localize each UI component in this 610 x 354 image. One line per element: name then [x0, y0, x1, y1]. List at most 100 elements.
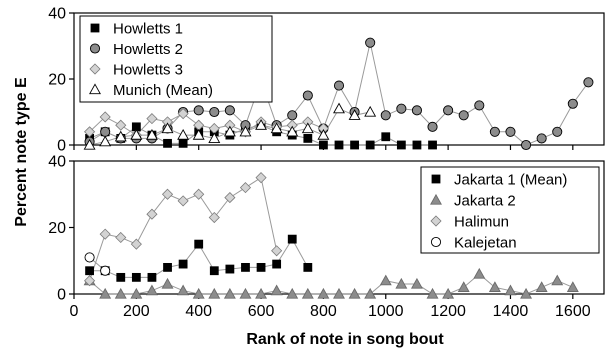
- point-top-3-12: [270, 122, 283, 134]
- y-tick-label-top-0: 0: [57, 138, 66, 155]
- point-top-0-19: [381, 132, 391, 142]
- point-top-1-18: [365, 37, 376, 48]
- point-bottom-2-9: [224, 192, 236, 204]
- point-bottom-0-6: [178, 259, 188, 269]
- point-bottom-1-24: [457, 281, 470, 292]
- point-top-0-20: [396, 140, 406, 150]
- legend-marker-bottom-0: [431, 174, 441, 184]
- point-top-1-30: [552, 126, 563, 137]
- point-top-3-4: [145, 128, 158, 140]
- legend-marker-top-0: [90, 23, 100, 33]
- legend-label-bottom-0: Jakarta 1 (Mean): [454, 172, 567, 189]
- point-bottom-1-9: [223, 287, 236, 299]
- point-bottom-1-2: [114, 287, 127, 299]
- point-top-2-2: [115, 119, 127, 131]
- point-bottom-1-23: [442, 287, 455, 299]
- point-bottom-0-11: [256, 262, 266, 272]
- point-top-1-7: [193, 105, 204, 116]
- point-top-1-14: [302, 90, 313, 101]
- point-bottom-1-3: [130, 287, 143, 299]
- point-bottom-1-12: [270, 284, 283, 296]
- point-top-3-2: [114, 130, 127, 142]
- legend-label-top-1: Howletts 2: [113, 41, 183, 58]
- point-top-1-25: [474, 100, 485, 111]
- point-bottom-1-4: [145, 284, 158, 296]
- point-top-1-13: [287, 110, 298, 121]
- point-top-3-8: [208, 132, 221, 144]
- point-top-2-6: [177, 108, 189, 120]
- point-bottom-1-11: [255, 287, 268, 299]
- legend-marker-bottom-1: [430, 193, 442, 205]
- legend-marker-bottom-3: [430, 236, 442, 248]
- x-tick-label-0: 0: [70, 303, 79, 320]
- series-line-top-2: [89, 113, 324, 136]
- y-tick-label-bottom-2: 40: [48, 154, 66, 171]
- point-top-3-16: [333, 102, 345, 114]
- point-top-0-5: [163, 138, 172, 148]
- point-bottom-2-1: [99, 228, 111, 240]
- point-bottom-2-5: [161, 188, 174, 200]
- legend-box-bottom: [420, 166, 600, 254]
- point-top-3-17: [348, 109, 361, 120]
- point-bottom-2-11: [255, 172, 267, 184]
- point-bottom-1-26: [488, 281, 501, 292]
- point-bottom-2-3: [130, 238, 142, 250]
- point-top-2-1: [99, 111, 111, 123]
- point-top-2-0: [84, 126, 96, 138]
- point-bottom-2-4: [146, 208, 158, 220]
- point-bottom-0-4: [147, 272, 157, 282]
- point-top-1-8: [209, 106, 220, 118]
- legend-marker-bottom-2: [430, 215, 442, 227]
- point-top-3-13: [286, 125, 299, 137]
- point-bottom-1-13: [286, 287, 299, 299]
- point-bottom-2-2: [115, 231, 127, 244]
- point-top-3-0: [83, 138, 96, 150]
- point-bottom-2-10: [239, 182, 252, 194]
- point-bottom-0-5: [163, 262, 172, 272]
- point-top-1-26: [489, 126, 500, 137]
- point-bottom-0-12: [272, 259, 282, 269]
- point-top-3-18: [364, 105, 377, 117]
- legend-marker-top-1: [89, 43, 101, 54]
- point-bottom-1-29: [535, 281, 548, 292]
- point-bottom-2-12: [271, 245, 283, 257]
- series-line-bottom-1: [89, 273, 574, 295]
- legend-marker-top-2: [89, 63, 101, 75]
- x-tick-label-1: 200: [123, 303, 150, 320]
- point-top-2-4: [146, 113, 158, 125]
- point-top-0-15: [319, 140, 328, 150]
- point-bottom-1-14: [301, 287, 314, 299]
- point-bottom-1-21: [410, 277, 423, 289]
- point-top-3-3: [130, 128, 143, 140]
- y-tick-label-top-2: 40: [48, 6, 66, 23]
- point-top-0-14: [303, 133, 313, 143]
- point-bottom-1-30: [551, 274, 564, 286]
- point-bottom-3-1: [100, 265, 111, 276]
- legend-label-bottom-3: Kalejetan: [454, 235, 517, 252]
- point-top-1-29: [536, 133, 547, 144]
- point-bottom-1-20: [395, 277, 408, 289]
- point-bottom-0-0: [85, 266, 94, 276]
- point-bottom-1-25: [473, 267, 486, 279]
- point-top-0-18: [365, 140, 375, 150]
- point-top-0-17: [350, 140, 359, 150]
- point-top-0-21: [412, 140, 422, 150]
- y-axis-label: Percent note type E: [13, 77, 30, 227]
- legend-box-top: [79, 15, 273, 103]
- x-tick-label-8: 1600: [555, 303, 591, 320]
- point-bottom-1-16: [333, 287, 345, 299]
- point-top-1-23: [443, 105, 454, 116]
- point-top-3-6: [177, 128, 190, 140]
- point-bottom-2-0: [84, 275, 96, 287]
- point-top-1-32: [583, 77, 594, 88]
- point-top-3-9: [223, 125, 236, 137]
- point-top-1-20: [396, 103, 407, 114]
- legend-label-bottom-2: Halimun: [454, 214, 509, 231]
- point-top-3-5: [161, 122, 174, 134]
- point-top-0-16: [334, 140, 344, 150]
- x-tick-label-6: 1200: [430, 303, 466, 320]
- point-bottom-1-19: [379, 274, 392, 286]
- point-bottom-1-7: [192, 287, 205, 299]
- point-top-1-19: [380, 110, 391, 121]
